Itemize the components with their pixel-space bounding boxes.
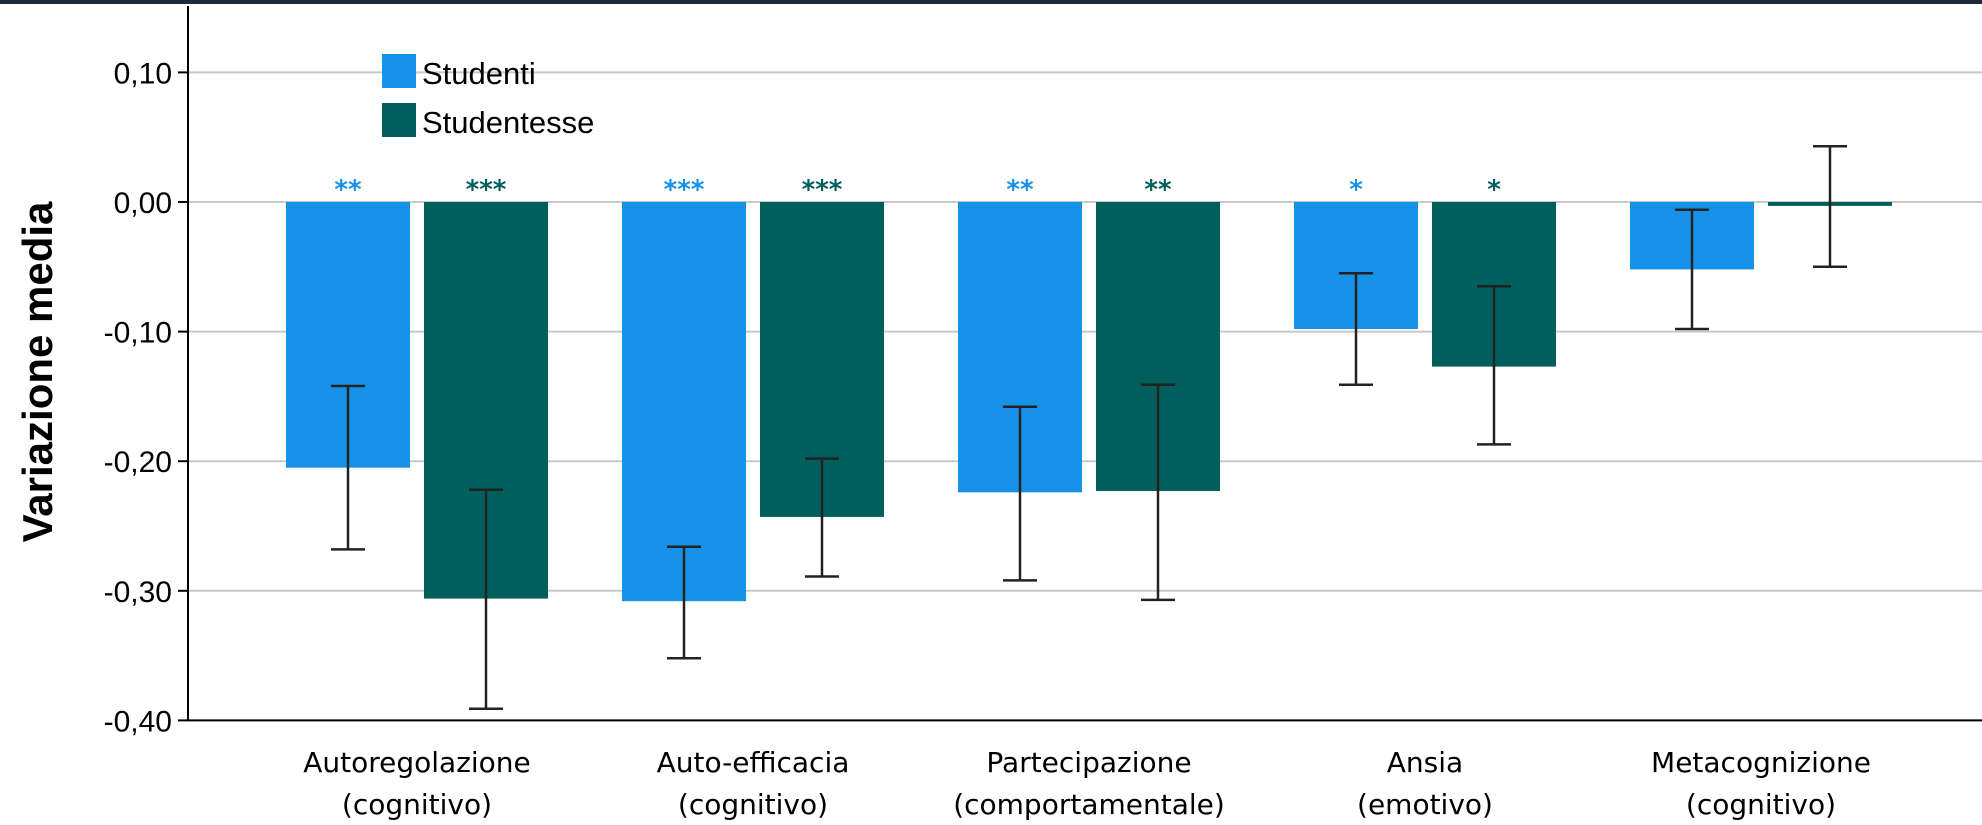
category-label-line: (emotivo) [1357,788,1493,821]
legend-label: Studenti [422,56,536,91]
category-label-line: (cognitivo) [1686,788,1836,821]
y-tick-label: -0,30 [104,576,172,609]
legend-label: Studentesse [422,105,594,140]
significance-marker: * [1487,175,1501,205]
category-label-line: Ansia [1387,746,1463,779]
significance-marker: * [1349,175,1363,205]
category-label: Ansia (emotivo) [1357,746,1493,821]
bars [286,202,1892,602]
y-tick-label: 0,00 [114,187,172,220]
y-tick-label: -0,20 [104,446,172,479]
y-tick-label: -0,40 [104,705,172,738]
y-tick-label: -0,10 [104,317,172,350]
category-label-line: Auto-efficacia [657,746,850,779]
significance-marker: ** [334,175,362,205]
significance-marker: *** [664,175,705,205]
category-label: Partecipazione (comportamentale) [953,746,1225,821]
category-label-line: Autoregolazione [303,746,531,779]
category-labels: Autoregolazione (cognitivo)Auto-efficacia… [303,746,1871,821]
category-label-line: Partecipazione [986,746,1191,779]
top-border [0,0,1982,4]
category-label-line: (cognitivo) [678,788,828,821]
significance-marker: ** [1144,175,1172,205]
y-axis-title: Variazione media [14,201,61,542]
significance-labels: ** *** *** *** ** ** * * [334,175,1501,205]
error-bars [331,145,1847,710]
significance-marker: *** [802,175,843,205]
significance-marker: *** [466,175,507,205]
category-label: Metacognizione (cognitivo) [1651,746,1871,821]
bar-studenti [622,202,746,602]
y-tick-labels: 0,10 0,00 -0,10 -0,20 -0,30 -0,40 [104,57,172,738]
category-label-line: (cognitivo) [342,788,492,821]
category-label: Autoregolazione (cognitivo) [303,746,531,821]
y-tick-label: 0,10 [114,57,172,90]
axes [178,6,1982,722]
category-label-line: Metacognizione [1651,746,1871,779]
legend-swatch-studentesse [382,103,416,137]
legend: Studenti Studentesse [382,54,594,140]
category-label: Auto-efficacia (cognitivo) [657,746,850,821]
legend-swatch-studenti [382,54,416,88]
significance-marker: ** [1006,175,1034,205]
category-label-line: (comportamentale) [953,788,1225,821]
